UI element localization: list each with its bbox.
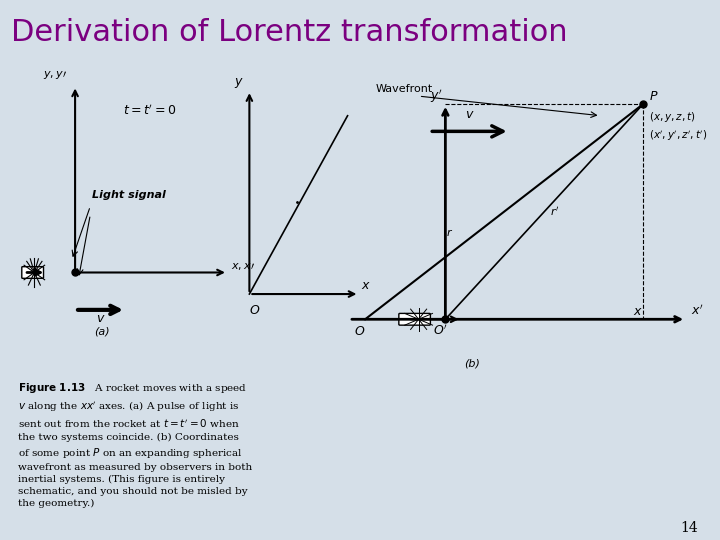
Text: $x'$: $x'$ bbox=[691, 304, 704, 319]
FancyBboxPatch shape bbox=[399, 313, 431, 325]
Text: (b): (b) bbox=[464, 358, 480, 368]
Text: Wavefront: Wavefront bbox=[376, 84, 433, 94]
Text: $r'$: $r'$ bbox=[549, 205, 559, 218]
FancyBboxPatch shape bbox=[22, 267, 43, 278]
Text: $x$: $x$ bbox=[361, 279, 371, 292]
Text: $y'$: $y'$ bbox=[430, 87, 443, 105]
Text: Light signal: Light signal bbox=[92, 190, 166, 200]
Text: $v$: $v$ bbox=[464, 107, 474, 120]
Text: $t = t' = 0$: $t = t' = 0$ bbox=[123, 103, 176, 118]
Text: (a): (a) bbox=[94, 327, 110, 337]
Text: $O$: $O$ bbox=[354, 325, 366, 338]
Text: $y$: $y$ bbox=[234, 76, 243, 90]
Text: $y, y\prime$: $y, y\prime$ bbox=[42, 70, 67, 82]
Text: Derivation of Lorentz transformation: Derivation of Lorentz transformation bbox=[11, 18, 567, 47]
Text: $x$: $x$ bbox=[633, 305, 642, 319]
Text: $v$: $v$ bbox=[96, 312, 105, 325]
Text: $(x', y', z', t')$: $(x', y', z', t')$ bbox=[649, 129, 707, 143]
Text: $O$: $O$ bbox=[249, 305, 261, 318]
Text: $r$: $r$ bbox=[446, 227, 454, 238]
Text: $O'$: $O'$ bbox=[433, 323, 448, 338]
Text: 14: 14 bbox=[680, 521, 698, 535]
Text: $(x, y, z, t)$: $(x, y, z, t)$ bbox=[649, 110, 696, 124]
Text: $P$: $P$ bbox=[649, 90, 658, 103]
Text: $\mathbf{Figure\ 1.13}$   A rocket moves with a speed
$v$ along the $xx'$ axes. : $\mathbf{Figure\ 1.13}$ A rocket moves w… bbox=[18, 381, 253, 508]
Text: $x, x\prime$: $x, x\prime$ bbox=[231, 261, 256, 272]
